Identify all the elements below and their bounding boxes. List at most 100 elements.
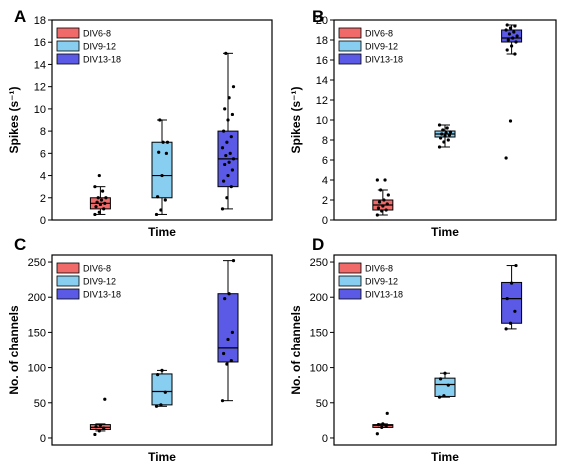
data-point bbox=[383, 178, 387, 182]
data-point bbox=[504, 327, 508, 331]
y-tick-label: 10 bbox=[34, 104, 46, 116]
data-point bbox=[227, 292, 231, 296]
panel-letter: C bbox=[14, 235, 26, 254]
data-point bbox=[103, 201, 107, 205]
series-div9-12 bbox=[151, 118, 173, 217]
data-point bbox=[226, 337, 230, 342]
y-tick-label: 14 bbox=[34, 59, 46, 71]
data-point bbox=[505, 297, 509, 301]
legend-label: DIV9-12 bbox=[83, 42, 116, 52]
series-div9-12 bbox=[434, 371, 456, 399]
legend: DIV6-8 DIV9-12 DIV13-18 bbox=[338, 262, 403, 300]
x-axis-label: Time bbox=[148, 450, 176, 464]
data-point bbox=[222, 351, 226, 356]
box bbox=[217, 293, 239, 363]
data-point bbox=[227, 160, 231, 164]
x-axis-label: Time bbox=[431, 225, 459, 239]
data-point bbox=[101, 189, 105, 193]
data-point bbox=[514, 40, 518, 44]
y-tick-label: 14 bbox=[316, 75, 328, 87]
legend-label: DIV9-12 bbox=[365, 42, 398, 52]
data-point bbox=[515, 34, 519, 38]
box bbox=[434, 377, 456, 397]
legend-swatch bbox=[56, 53, 80, 65]
y-tick-label: 16 bbox=[316, 55, 328, 67]
data-point bbox=[93, 212, 97, 217]
data-point bbox=[505, 48, 509, 52]
y-tick-label: 250 bbox=[310, 257, 328, 269]
data-point bbox=[98, 423, 102, 427]
data-point bbox=[440, 132, 444, 136]
data-point bbox=[229, 135, 233, 139]
y-tick-label: 150 bbox=[28, 327, 46, 339]
data-point bbox=[102, 426, 106, 430]
legend: DIV6-8 DIV9-12 DIV13-18 bbox=[338, 27, 403, 65]
data-point bbox=[154, 212, 159, 217]
y-tick-label: 0 bbox=[322, 433, 328, 445]
legend-label: DIV9-12 bbox=[83, 277, 116, 287]
data-point bbox=[227, 96, 231, 100]
y-tick-label: 2 bbox=[40, 193, 46, 205]
y-tick-label: 12 bbox=[316, 95, 328, 107]
data-point bbox=[508, 119, 513, 123]
legend-label: DIV6-8 bbox=[365, 29, 393, 39]
data-point bbox=[161, 140, 165, 144]
data-point bbox=[163, 390, 167, 394]
data-point bbox=[231, 259, 236, 263]
legend-swatch bbox=[338, 40, 362, 52]
legend-label: DIV6-8 bbox=[365, 264, 393, 274]
legend-swatch bbox=[56, 288, 80, 300]
data-point bbox=[381, 422, 385, 426]
y-axis-label: No. of channels bbox=[289, 305, 303, 395]
legend-swatch bbox=[338, 288, 362, 300]
data-point bbox=[437, 395, 442, 399]
legend: DIV6-8 DIV9-12 DIV13-18 bbox=[56, 27, 121, 65]
data-point bbox=[437, 145, 442, 149]
y-tick-label: 200 bbox=[28, 292, 46, 304]
data-point bbox=[165, 140, 170, 144]
y-tick-label: 16 bbox=[34, 37, 46, 49]
data-point bbox=[225, 362, 229, 366]
data-point bbox=[230, 112, 234, 117]
legend-label: DIV13-18 bbox=[83, 290, 121, 300]
data-point bbox=[97, 429, 101, 433]
plot-frame bbox=[333, 254, 557, 446]
data-point bbox=[514, 263, 518, 268]
series-div13-18 bbox=[501, 263, 523, 331]
data-point bbox=[439, 377, 443, 381]
data-point bbox=[507, 32, 511, 36]
legend-swatch bbox=[56, 262, 80, 274]
data-point bbox=[159, 208, 163, 212]
y-tick-label: 10 bbox=[316, 115, 328, 127]
panel-b: B 0 2 4 6 8 10 12 14 16 18 20 Time Spikes (s⁻¹) DIV6-8… bbox=[289, 7, 557, 239]
series-div9-12 bbox=[434, 123, 456, 149]
data-point bbox=[94, 425, 98, 429]
data-point bbox=[381, 204, 385, 208]
y-tick-label: 6 bbox=[40, 148, 46, 160]
data-point bbox=[443, 134, 447, 138]
data-point bbox=[445, 126, 449, 130]
data-point bbox=[508, 26, 513, 30]
data-point bbox=[448, 130, 453, 134]
plot-frame bbox=[333, 19, 557, 221]
data-point bbox=[163, 198, 167, 202]
y-tick-label: 4 bbox=[322, 175, 328, 187]
panel-letter: D bbox=[312, 235, 324, 254]
data-point bbox=[97, 173, 101, 178]
data-point bbox=[513, 52, 517, 56]
y-tick-label: 2 bbox=[322, 195, 328, 207]
data-point bbox=[505, 23, 509, 27]
data-point bbox=[229, 358, 233, 363]
legend-label: DIV13-18 bbox=[365, 55, 403, 65]
data-point bbox=[512, 30, 516, 34]
y-tick-label: 8 bbox=[322, 135, 328, 147]
legend-swatch bbox=[56, 275, 80, 287]
y-tick-label: 0 bbox=[40, 433, 46, 445]
data-point bbox=[220, 399, 225, 403]
data-point bbox=[226, 173, 230, 178]
legend-swatch bbox=[338, 53, 362, 65]
data-point bbox=[159, 403, 163, 407]
data-point bbox=[384, 424, 388, 428]
plot-frame bbox=[51, 254, 273, 446]
data-point bbox=[225, 196, 229, 200]
